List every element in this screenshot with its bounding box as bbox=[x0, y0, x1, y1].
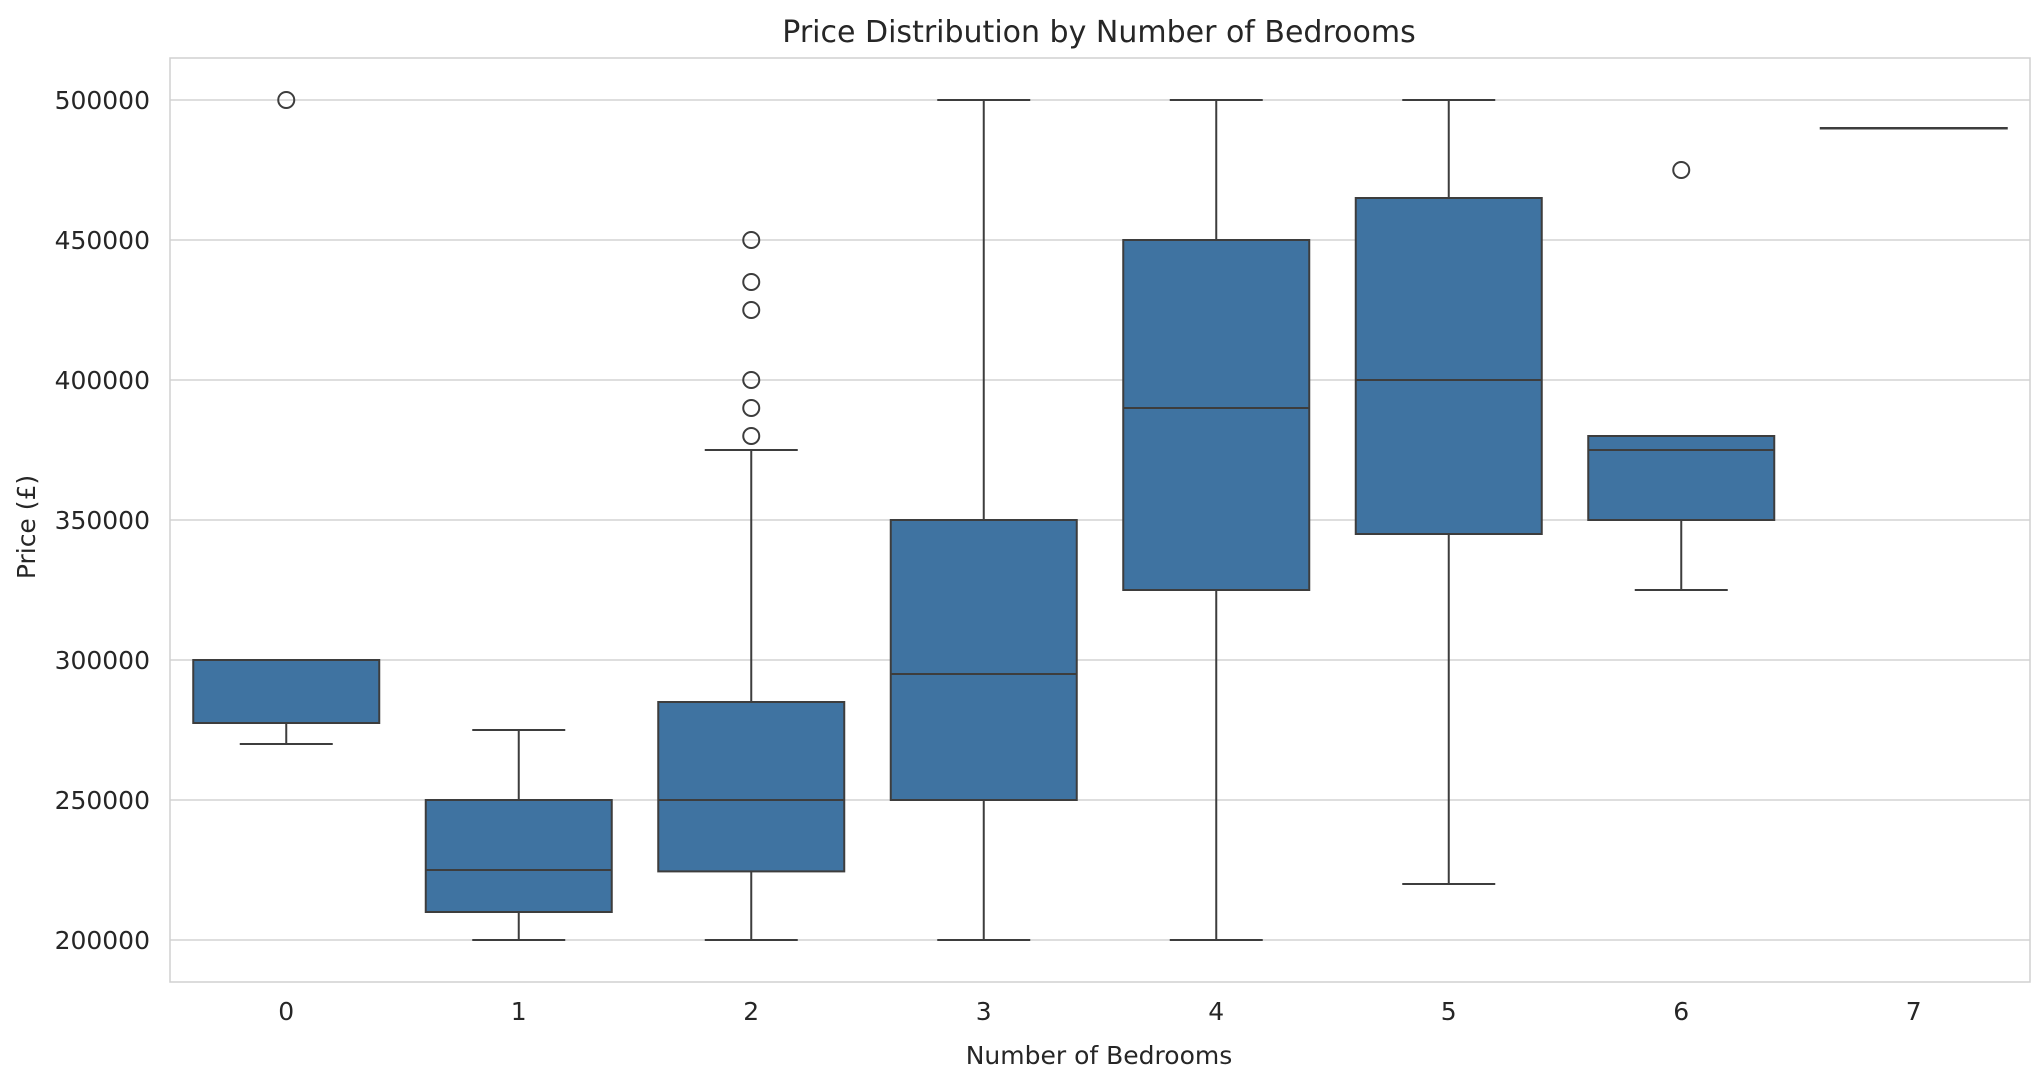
box-group bbox=[192, 91, 381, 745]
outlier-point bbox=[742, 399, 761, 417]
outlier-point bbox=[742, 231, 761, 249]
y-axis-label: Price (£) bbox=[12, 475, 41, 579]
outlier-point bbox=[742, 371, 761, 389]
iqr-box bbox=[889, 519, 1078, 801]
x-axis-label: Number of Bedrooms bbox=[966, 1041, 1233, 1070]
box-group bbox=[1122, 99, 1311, 941]
y-tick-label: 250000 bbox=[55, 786, 150, 815]
outlier-point bbox=[1672, 161, 1691, 179]
iqr-box bbox=[1587, 435, 1776, 521]
iqr-box bbox=[1122, 239, 1311, 591]
iqr-box bbox=[657, 701, 846, 873]
iqr-box bbox=[192, 659, 381, 724]
x-tick-labels: 0 1 2 3 4 5 6 7 bbox=[278, 997, 1921, 1026]
boxes-group bbox=[192, 91, 2008, 941]
x-tick-label: 5 bbox=[1441, 997, 1457, 1026]
y-tick-label: 350000 bbox=[55, 506, 150, 535]
outlier-point bbox=[742, 301, 761, 319]
x-tick-label: 3 bbox=[976, 997, 992, 1026]
y-tick-labels: 200000 250000 300000 350000 400000 450000 5000… bbox=[55, 86, 150, 955]
iqr-box bbox=[424, 799, 613, 913]
outlier-point bbox=[277, 91, 296, 109]
x-tick-label: 1 bbox=[511, 997, 527, 1026]
box-group bbox=[1354, 99, 1543, 885]
outlier-point bbox=[742, 273, 761, 291]
box-group bbox=[424, 729, 613, 941]
x-tick-label: 6 bbox=[1673, 997, 1689, 1026]
y-tick-label: 200000 bbox=[55, 926, 150, 955]
box-group bbox=[657, 231, 846, 941]
x-tick-label: 2 bbox=[743, 997, 759, 1026]
x-tick-label: 0 bbox=[278, 997, 294, 1026]
y-tick-label: 300000 bbox=[55, 646, 150, 675]
chart-title: Price Distribution by Number of Bedrooms bbox=[782, 15, 1415, 50]
x-tick-label: 7 bbox=[1906, 997, 1922, 1026]
box-group bbox=[889, 99, 1078, 941]
y-tick-label: 500000 bbox=[55, 86, 150, 115]
iqr-box bbox=[1354, 197, 1543, 535]
x-tick-label: 4 bbox=[1208, 997, 1224, 1026]
y-tick-label: 450000 bbox=[55, 226, 150, 255]
outlier-point bbox=[742, 427, 761, 445]
plot-frame bbox=[169, 57, 2031, 983]
y-tick-label: 400000 bbox=[55, 366, 150, 395]
box-group bbox=[1587, 161, 1776, 591]
box-group bbox=[1819, 127, 2008, 130]
